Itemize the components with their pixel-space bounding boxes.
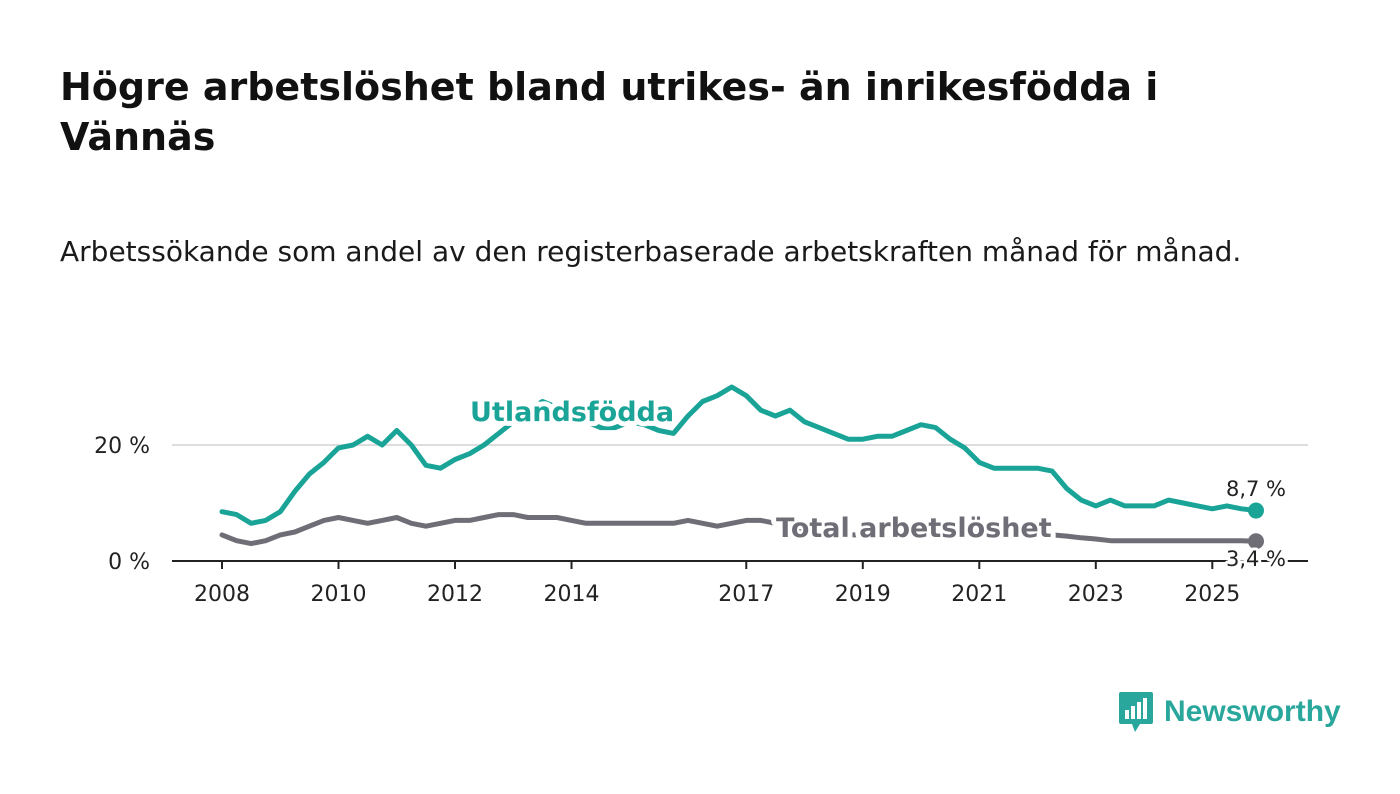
x-tick-label: 2023 [1068, 582, 1124, 607]
series-line-total [219, 512, 1259, 547]
x-tick-label: 2017 [718, 582, 774, 607]
x-tick-label: 2010 [311, 582, 367, 607]
end-label-total: 3,4 % [1226, 547, 1286, 571]
chart-title: Högre arbetslöshet bland utrikes- än inr… [60, 65, 1159, 159]
end-label-utlandsfodda-halo: 8,7 % [1226, 477, 1286, 501]
series-label-total-halo: Total arbetslöshet [776, 513, 1052, 544]
newsworthy-logo-icon [1119, 692, 1153, 732]
series [219, 384, 1264, 550]
series-end-marker [1248, 502, 1264, 519]
y-tick-label: 0 % [108, 550, 150, 575]
y-tick-label: 20 % [94, 434, 150, 459]
chart-subtitle: Arbetssökande som andel av den registerb… [60, 235, 1242, 268]
x-tick-label: 2012 [427, 582, 483, 607]
end-label-total-halo: 3,4 % [1226, 547, 1286, 571]
newsworthy-logo-text: Newsworthy [1164, 695, 1341, 728]
axes: 0 % 20 % 2008 2010 2012 2014 2017 2019 2021 2023 2… [94, 434, 1308, 607]
x-tick-label: 2025 [1184, 582, 1240, 607]
x-tick-label: 2021 [951, 582, 1007, 607]
series-end-marker [1248, 533, 1264, 550]
x-tick-label: 2014 [544, 582, 600, 607]
series-label-utlandsfodda: Utlandsfödda [470, 397, 674, 428]
x-tick-label: 2008 [194, 582, 250, 607]
series-label-total: Total arbetslöshet [776, 513, 1052, 544]
end-label-utlandsfodda: 8,7 % [1226, 477, 1286, 501]
series-label-utlandsfodda-halo: Utlandsfödda [470, 397, 674, 428]
x-tick-label: 2019 [835, 582, 891, 607]
newsworthy-logo: Newsworthy [1118, 690, 1341, 734]
series-line-utlandsfodda [219, 384, 1259, 526]
